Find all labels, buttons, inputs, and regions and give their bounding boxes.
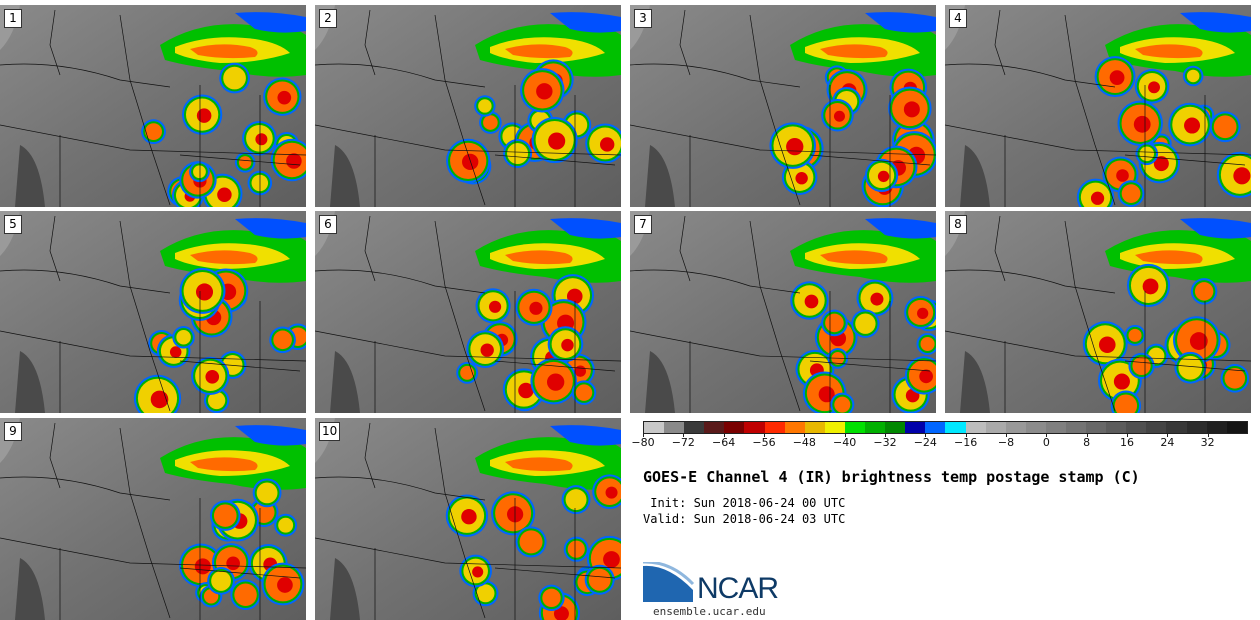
colorbar-tick-label: −24 [913, 436, 937, 449]
colorbar-tick-mark [844, 434, 846, 437]
ensemble-member-panel: 9 [0, 418, 306, 620]
colorbar-segment [945, 422, 966, 433]
colorbar-tick-mark [683, 434, 685, 437]
colorbar-tick-label: 8 [1083, 436, 1091, 449]
colorbar-tick-mark [1167, 434, 1169, 437]
colorbar-segment [764, 422, 785, 433]
colorbar-tick-label: −80 [631, 436, 655, 449]
colorbar-segment [644, 422, 665, 433]
ensemble-member-panel: 6 [315, 211, 621, 413]
colorbar-segment [664, 422, 685, 433]
colorbar-tick-mark [1046, 434, 1048, 437]
colorbar-tick-mark [885, 434, 886, 437]
ensemble-member-panel: 10 [315, 418, 621, 620]
ensemble-member-panel: 7 [630, 211, 936, 413]
colorbar-tick-mark [1127, 434, 1128, 437]
member-number-label: 10 [319, 422, 341, 441]
init-time: Init: Sun 2018-06-24 00 UTC [643, 496, 846, 510]
member-number-label: 3 [634, 9, 652, 28]
colorbar-segment [925, 422, 946, 433]
colorbar-segment [1166, 422, 1187, 433]
colorbar-segment [1025, 422, 1046, 433]
ensemble-member-panel: 4 [945, 5, 1251, 207]
colorbar-tick-mark [1086, 434, 1088, 437]
colorbar-segment [885, 422, 906, 433]
ncar-logo-icon [643, 562, 695, 602]
colorbar-segment [985, 422, 1006, 433]
colorbar-segment [965, 422, 986, 433]
colorbar-tick-label: −72 [671, 436, 695, 449]
ensemble-member-panel: 2 [315, 5, 621, 207]
colorbar-tick-label: −32 [873, 436, 897, 449]
colorbar-tick-label: 16 [1120, 436, 1134, 449]
ensemble-member-panel: 8 [945, 211, 1251, 413]
colorbar-tick-mark [723, 434, 725, 437]
chart-title: GOES-E Channel 4 (IR) brightness temp po… [643, 468, 1140, 486]
colorbar-segment [824, 422, 845, 433]
colorbar-tick-mark [804, 434, 806, 437]
colorbar [643, 421, 1248, 434]
member-number-label: 7 [634, 215, 652, 234]
colorbar-segment [1086, 422, 1107, 433]
colorbar-segment [724, 422, 745, 433]
colorbar-tick-label: −64 [712, 436, 736, 449]
colorbar-tick-label: −8 [997, 436, 1015, 449]
colorbar-tick-label: −48 [792, 436, 816, 449]
colorbar-segment [1206, 422, 1227, 433]
colorbar-segment [804, 422, 825, 433]
colorbar-tick-label: 32 [1200, 436, 1215, 449]
colorbar-tick-mark [965, 434, 967, 437]
colorbar-segment [684, 422, 705, 433]
member-number-label: 4 [949, 9, 967, 28]
valid-time: Valid: Sun 2018-06-24 03 UTC [643, 512, 846, 526]
colorbar-segment [865, 422, 886, 433]
colorbar-segment [1186, 422, 1207, 433]
colorbar-segment [905, 422, 926, 433]
site-url: ensemble.ucar.edu [653, 605, 766, 618]
colorbar-tick-mark [1207, 434, 1209, 437]
member-number-label: 6 [319, 215, 337, 234]
colorbar-tick-label: 0 [1042, 436, 1050, 449]
colorbar-tick-mark [925, 434, 927, 437]
colorbar-tick-label: −16 [954, 436, 978, 449]
colorbar-segment [1146, 422, 1167, 433]
colorbar-tick-label: −40 [833, 436, 857, 449]
colorbar-tick-mark [643, 434, 644, 437]
colorbar-segment [744, 422, 765, 433]
ensemble-member-panel: 1 [0, 5, 306, 207]
ensemble-member-panel: 5 [0, 211, 306, 413]
member-number-label: 5 [4, 215, 22, 234]
colorbar-tick-label: 24 [1160, 436, 1175, 449]
colorbar-segment [1126, 422, 1147, 433]
colorbar-segment [1065, 422, 1087, 433]
member-number-label: 2 [319, 9, 337, 28]
colorbar-tick-mark [764, 434, 765, 437]
ncar-logo-text: NCAR [697, 572, 779, 605]
colorbar-segment [1005, 422, 1026, 433]
colorbar-segment [704, 422, 725, 433]
colorbar-tick-mark [1006, 434, 1007, 437]
colorbar-segment [1226, 422, 1247, 433]
colorbar-tick-label: −56 [752, 436, 776, 449]
colorbar-segment [784, 422, 805, 433]
member-number-label: 9 [4, 422, 22, 441]
member-number-label: 1 [4, 9, 22, 28]
colorbar-ticks: −80 −72 −64 −56 −48 −40 −32 −24 −16 −8 0 8 16 24 32 [631, 434, 1248, 456]
colorbar-segment [1106, 422, 1127, 433]
ensemble-member-panel: 3 [630, 5, 936, 207]
colorbar-segment [1045, 422, 1066, 433]
colorbar-segment [844, 422, 866, 433]
member-number-label: 8 [949, 215, 967, 234]
